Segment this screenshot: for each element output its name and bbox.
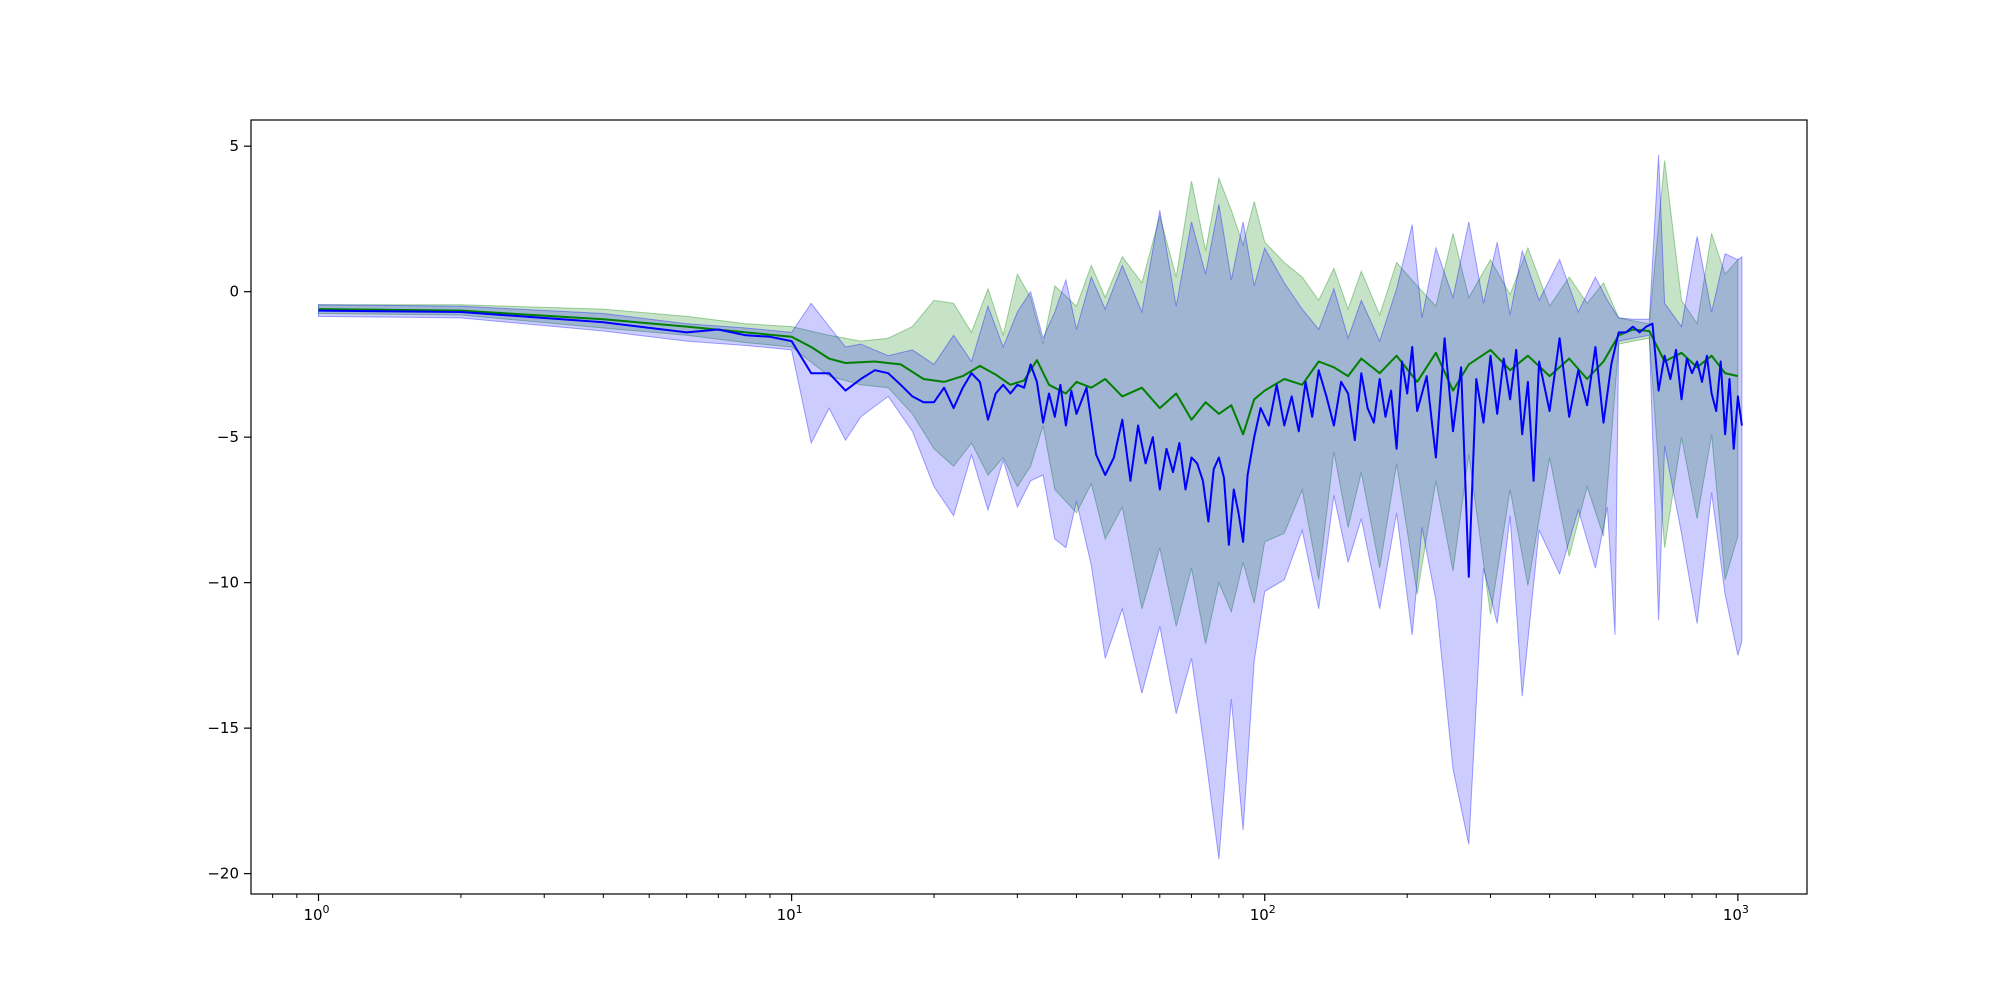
- series-layer: [318, 154, 1743, 860]
- x-axis: 100 101 102 103: [272, 894, 1749, 924]
- x-tick-label: 102: [1250, 903, 1276, 924]
- y-tick-label: −15: [207, 719, 239, 737]
- x-tick-label: 103: [1723, 903, 1749, 924]
- y-tick-label: −5: [217, 428, 239, 446]
- series-2-line: [318, 309, 1743, 578]
- x-tick-label: 100: [303, 903, 329, 924]
- y-tick-label: 0: [229, 283, 239, 301]
- series-1-band: [318, 160, 1739, 644]
- y-tick-label: −10: [207, 574, 239, 592]
- series-1-line: [318, 308, 1739, 436]
- x-tick-label: 101: [777, 903, 803, 924]
- y-tick-label: −20: [207, 865, 239, 883]
- y-tick-label: 5: [229, 137, 239, 155]
- y-axis: 5 0 −5 −10 −15 −20: [207, 137, 251, 883]
- plot-frame: [250, 119, 1808, 895]
